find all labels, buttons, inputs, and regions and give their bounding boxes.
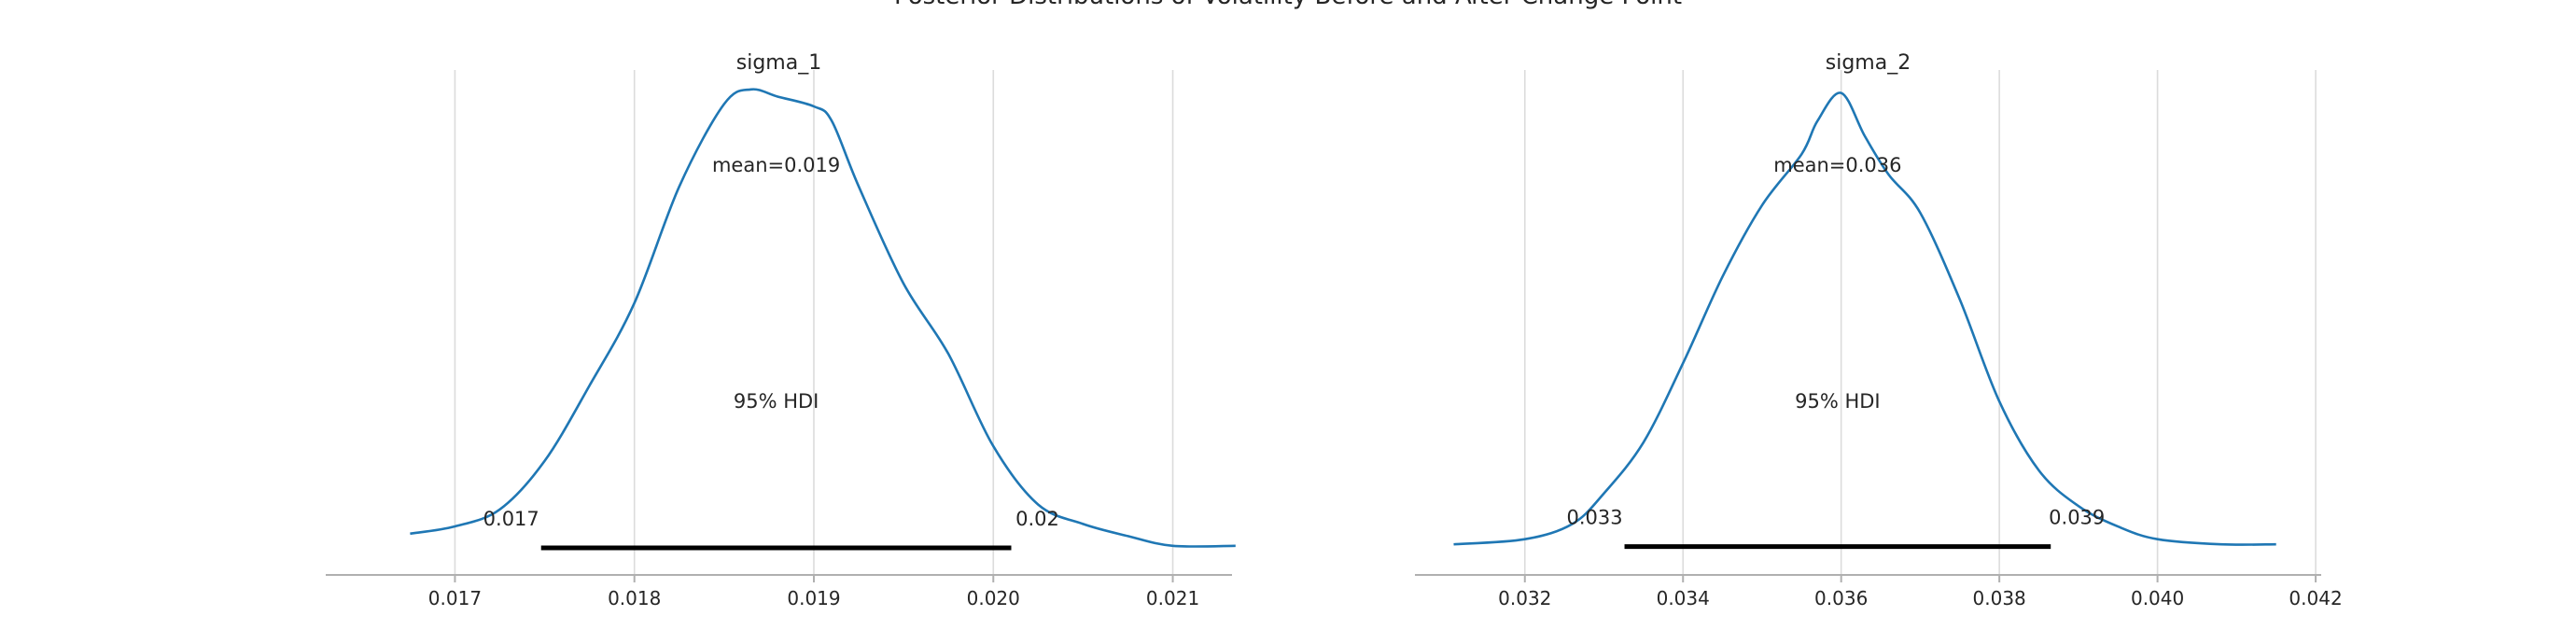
- hdi-upper-label: 0.039: [2049, 507, 2105, 529]
- hdi-upper-label: 0.02: [1015, 508, 1059, 530]
- x-tick-label: 0.038: [1973, 587, 2026, 609]
- kde-curve: [1453, 91, 2276, 546]
- hdi-label: 95% HDI: [734, 390, 819, 413]
- kde-curve: [410, 88, 1236, 548]
- hdi-label: 95% HDI: [1795, 390, 1881, 413]
- panel-sigma_2: 0.032 0.034 0.036 0.038 0.040 0.042 sigma_2 0.0…: [1415, 51, 2343, 609]
- x-tick-label: 0.018: [608, 587, 661, 609]
- x-tick-label: 0.040: [2131, 587, 2184, 609]
- x-tick-label: 0.021: [1146, 587, 1199, 609]
- mean-label: mean=0.019: [712, 154, 840, 176]
- hdi-lower-label: 0.017: [483, 508, 539, 530]
- panel-title: sigma_2: [1826, 51, 1911, 75]
- mean-label: mean=0.036: [1773, 154, 1901, 176]
- x-tick-label: 0.019: [787, 587, 840, 609]
- x-tick-label: 0.017: [428, 587, 482, 609]
- x-tick-label: 0.042: [2289, 587, 2342, 609]
- panel-sigma_1: 0.017 0.018 0.019 0.020 0.021 sigma_1 0.017 0.0…: [326, 51, 1236, 609]
- posterior-panels: 0.017 0.018 0.019 0.020 0.021 sigma_1 0.017 0.0…: [326, 51, 2343, 609]
- figure-suptitle: Posterior Distributions of Volatility Be…: [894, 0, 1682, 10]
- x-tick-label: 0.032: [1498, 587, 1551, 609]
- panel-title: sigma_1: [736, 51, 821, 75]
- hdi-lower-label: 0.033: [1566, 507, 1622, 529]
- x-tick-label: 0.036: [1814, 587, 1868, 609]
- x-tick-label: 0.020: [967, 587, 1020, 609]
- x-tick-label: 0.034: [1657, 587, 1710, 609]
